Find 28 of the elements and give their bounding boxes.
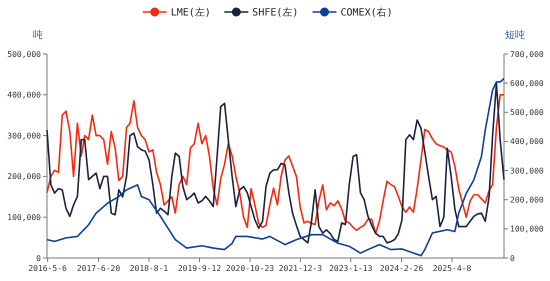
x-tick-label: 2019-9-12 — [178, 264, 222, 273]
x-tick-label: 2018-8-1 — [130, 264, 168, 273]
legend-label: COMEX(右) — [340, 8, 393, 18]
y-axis-title: 吨 — [33, 29, 43, 41]
y2-tick-label: 300,000 — [510, 166, 544, 176]
y2-tick-label: 500,000 — [510, 108, 544, 118]
y-tick-label: 400,000 — [7, 90, 42, 100]
legend-label: LME(左) — [170, 6, 211, 18]
y-tick-label: 200,000 — [7, 172, 42, 182]
x-tick-label: 2021-12-3 — [278, 264, 322, 273]
y2-tick-label: 200,000 — [510, 196, 544, 205]
y-tick-label: 100,000 — [7, 213, 42, 222]
x-tick-label: 2024-2-26 — [380, 264, 424, 273]
y-tick-label: 500,000 — [7, 50, 42, 59]
y2-tick-label: 0 — [510, 254, 515, 263]
y-tick-label: 0 — [36, 254, 42, 263]
y2-tick-label: 700,000 — [510, 50, 544, 59]
x-tick-label: 2025-4-8 — [432, 264, 472, 273]
x-tick-label: 2020-10-23 — [226, 264, 274, 273]
y2-tick-label: 400,000 — [510, 137, 544, 146]
y2-tick-label: 600,000 — [510, 78, 544, 88]
y2-tick-label: 100,000 — [510, 224, 544, 234]
legend-label: SHFE(左) — [252, 6, 298, 18]
x-tick-label: 2017-6-20 — [76, 264, 120, 273]
x-tick-label: 2023-1-13 — [329, 264, 373, 273]
x-tick-label: 2016-5-6 — [28, 264, 68, 273]
y2-axis-title: 短吨 — [505, 29, 525, 41]
y-tick-label: 300,000 — [7, 131, 42, 140]
